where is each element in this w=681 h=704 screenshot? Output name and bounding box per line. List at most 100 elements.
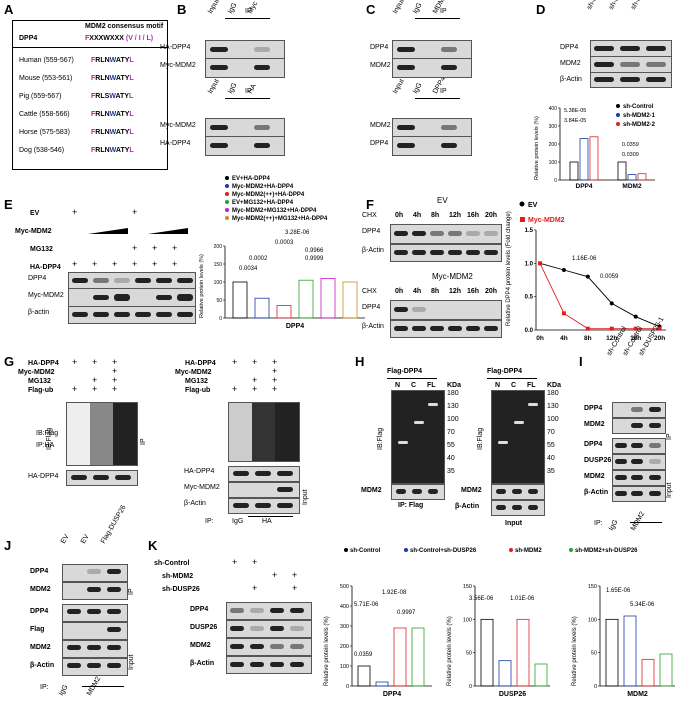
legend-marker — [225, 216, 229, 220]
blot-d-actin-band — [646, 77, 666, 82]
row-label: β-Actin — [30, 662, 55, 669]
species-name: Pig (559-567) — [19, 93, 62, 100]
blot-e-dpp4-band — [114, 278, 130, 283]
species-name: Horse (575-583) — [19, 129, 70, 136]
blot-f-mdm-actin — [390, 320, 502, 338]
blot-j-row-band — [87, 569, 101, 574]
blot-e-myc-mdm2-band — [93, 295, 109, 300]
blot-h-actin-band — [528, 505, 538, 510]
bar — [516, 618, 530, 687]
data-point — [561, 268, 566, 272]
blot-d-actin-band — [594, 77, 614, 82]
blot-h-mdm2 — [391, 484, 445, 500]
blot-e-myc-mdm2-band — [177, 294, 193, 301]
blot-k-row-band — [250, 608, 264, 613]
blot-k-row-band — [230, 608, 244, 613]
motif-residue: F — [91, 57, 96, 64]
blot-i-row-band — [631, 407, 643, 412]
y-tick-label: 0.5 — [525, 295, 534, 301]
blot-e-dpp4-band — [177, 278, 193, 283]
blot-c-mdm2 — [392, 58, 472, 78]
blot-i-row-band — [631, 423, 643, 428]
blot-f-mdm-actin-band — [412, 326, 426, 331]
legend-marker — [616, 122, 620, 126]
row-label: HA-DPP4 — [28, 360, 59, 367]
bar — [605, 618, 619, 687]
y-tick-label: 300 — [549, 124, 558, 130]
legend-marker — [616, 104, 620, 108]
legend-entry: EV — [528, 202, 538, 209]
blot-g-ha-dpp4-band — [115, 475, 131, 480]
title-line — [387, 378, 437, 379]
blot-h-mdm2 — [491, 484, 545, 500]
row-label: DPP4 — [584, 405, 603, 412]
plus-sign: + — [252, 357, 258, 367]
stat-label: 0.9997 — [397, 610, 416, 616]
marker-label: 100 — [447, 416, 459, 423]
data-point — [657, 326, 662, 331]
blot-i-row-band — [649, 407, 661, 412]
blot-k-row-band — [290, 608, 304, 613]
blot-d-dpp4-band — [646, 46, 666, 51]
y-tick-label: 200 — [340, 644, 349, 650]
ip-label: IP: — [40, 684, 49, 691]
ip-label: IP — [128, 588, 135, 595]
marker-label: 130 — [547, 403, 559, 410]
blot-f-ev-dpp4-band — [448, 231, 462, 236]
bar — [637, 173, 647, 181]
row-label: Flag — [30, 626, 45, 633]
plus-sign: + — [112, 357, 118, 367]
blot-c-mdm2-2-band — [441, 125, 457, 130]
motif-residue: F — [91, 147, 96, 154]
time-label: 12h — [449, 212, 462, 219]
row-label: DPP4 — [30, 608, 49, 615]
motif-sequence: FRLNWATYL — [91, 147, 134, 154]
motif-residue: L — [129, 129, 134, 136]
y-tick-label: 50 — [216, 298, 222, 304]
ip-label: IP — [245, 8, 252, 15]
motif-residue: ATY — [115, 57, 130, 64]
blot-h-actin — [491, 500, 545, 516]
motif-residue: RLN — [95, 129, 110, 136]
row-label: β-Actin — [362, 323, 384, 330]
kda-label: KDa — [447, 382, 462, 389]
row-label: sh-Control — [154, 560, 190, 567]
legend-entry: sh-MDM2-1 — [623, 113, 656, 119]
x-tick-label: DPP4 — [576, 183, 593, 190]
blot-j-row-band — [67, 609, 81, 614]
lane-label: N — [495, 382, 501, 389]
row-label: HA-DPP4 — [160, 44, 191, 51]
blot-j-row-band — [107, 609, 121, 614]
row-label: Myc-MDM2 — [175, 369, 212, 376]
ip-label: IP — [245, 88, 252, 95]
blot-f-ev-dpp4-band — [412, 231, 426, 236]
ip-line — [248, 516, 293, 517]
blot-k-row-band — [290, 626, 304, 631]
motif-residue: W — [109, 129, 116, 136]
y-tick-label: 500 — [340, 584, 349, 590]
row-label: DUSP26 — [584, 457, 612, 464]
blot-j-row-band — [107, 645, 121, 650]
blot-j-row-band — [87, 609, 101, 614]
marker-label: 40 — [547, 455, 555, 462]
y-tick-label: 300 — [340, 624, 349, 630]
blot-k-row-band — [230, 644, 244, 649]
panel-label-h: H — [355, 354, 365, 369]
blot-i-row — [612, 418, 666, 434]
blot-i-row-band — [615, 491, 627, 496]
motif-pattern: FXXXWXXX (V / I / L) — [85, 35, 154, 42]
x-tick-label: 16h — [630, 335, 641, 342]
blot-d-mdm2-band — [594, 62, 614, 67]
blot-j-row — [62, 564, 128, 582]
bar — [232, 281, 248, 319]
blot-f-mdm-dpp4 — [390, 300, 502, 320]
row-label: DPP4 — [30, 568, 49, 575]
row-label: β-actin — [28, 309, 50, 316]
lane-label: IgG — [232, 518, 244, 525]
marker-label: 180 — [447, 390, 459, 397]
bar — [480, 618, 494, 687]
blot-e-actin-band — [135, 312, 151, 317]
plus-sign: + — [232, 384, 238, 394]
chart-k: sh-Control sh-Control+sh-DUSP26 sh-MDM2 sh-… — [324, 548, 675, 698]
ev-title: EV — [437, 196, 448, 205]
